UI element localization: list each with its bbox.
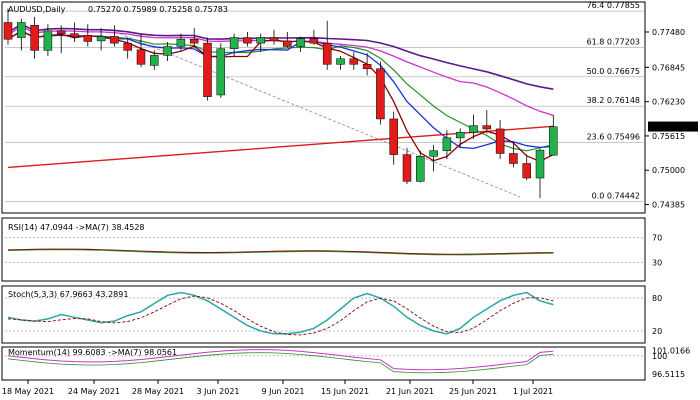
candle-body	[349, 58, 359, 65]
candle-body	[535, 149, 545, 179]
candle-body	[123, 42, 132, 51]
price-tick-label: 0.76845	[652, 63, 685, 72]
stoch-k-line	[7, 291, 554, 335]
date-tick-label: 28 May 2021	[132, 387, 184, 396]
rsi-label: RSI(14) 47.0944 ->MA(7) 38.4528	[8, 223, 145, 232]
candle-body	[376, 68, 385, 120]
fib-level-label: 23.6 0.75496	[587, 133, 640, 142]
fib-level-label: 0.0 0.74442	[592, 191, 640, 200]
candle-body	[30, 25, 39, 51]
candle-body	[216, 48, 226, 96]
rsi-ma-line	[7, 249, 554, 256]
candle-body	[549, 126, 558, 156]
candle-body	[136, 49, 146, 65]
stoch-panel	[1, 285, 646, 344]
ma-20-line	[7, 30, 554, 150]
candle-body	[309, 38, 319, 44]
date-tick-label: 21 Jun 2021	[386, 387, 434, 396]
current-price-tag	[648, 121, 698, 132]
candle-body	[83, 35, 93, 42]
momentum-label: Momentum(14) 99.6083 ->MA(7) 98.0561	[8, 348, 177, 357]
candle-body	[17, 22, 26, 38]
candle-body	[110, 36, 119, 44]
candle-body	[283, 40, 292, 47]
candle-body	[389, 118, 398, 155]
price-tick-label: 0.75000	[652, 166, 685, 175]
candle-body	[522, 163, 531, 179]
price-tick-label: 0.75615	[652, 132, 685, 141]
stoch-tick-label: 80	[652, 294, 662, 303]
symbol-header: AUDUSD,Daily	[8, 5, 66, 14]
candle-body	[203, 42, 212, 97]
momentum-ma-line	[7, 352, 554, 374]
candle-body	[482, 125, 492, 130]
candle-body	[43, 30, 53, 51]
fib-level-label: 38.2 0.76148	[587, 96, 640, 105]
candle-body	[402, 154, 412, 182]
stoch-label: Stoch(5,3,3) 67.9663 43.2891	[8, 290, 128, 299]
stoch-d-line	[7, 295, 554, 336]
candle-body	[163, 46, 172, 56]
candle-body	[70, 33, 79, 37]
momentum-panel	[1, 346, 646, 381]
date-tick-label: 9 Jun 2021	[261, 387, 304, 396]
stoch-tick-label: 20	[652, 327, 662, 336]
candle-body	[495, 128, 505, 154]
candle-body	[269, 37, 279, 42]
candle-body	[56, 30, 66, 34]
date-tick-label: 3 Jun 2021	[196, 387, 239, 396]
candle-body	[176, 38, 186, 47]
rsi-line	[7, 248, 554, 255]
price-tick-label: 0.77480	[652, 28, 685, 37]
candle-body	[96, 36, 106, 42]
current-price-label: 0.75783	[652, 123, 685, 132]
fib-level-label: 50.0 0.76675	[587, 67, 640, 76]
ma-100-line	[7, 23, 554, 90]
candle-body	[3, 22, 13, 40]
candle-body	[296, 38, 305, 47]
momentum-tick-label: 96.5115	[652, 370, 685, 379]
candle-body	[189, 38, 199, 44]
rsi-tick-label: 30	[652, 258, 662, 267]
momentum-tick-label: 100	[652, 352, 667, 361]
date-tick-label: 1 Jul 2021	[513, 387, 553, 396]
date-tick-label: 18 May 2021	[2, 387, 54, 396]
date-tick-label: 25 Jun 2021	[449, 387, 497, 396]
candle-body	[229, 37, 239, 49]
candle-body	[429, 150, 438, 157]
price-tick-label: 0.74385	[652, 200, 685, 209]
fib-level-label: 61.8 0.77203	[587, 37, 640, 46]
candle-body	[442, 137, 452, 151]
price-tick-label: 0.76230	[652, 98, 685, 107]
momentum-line	[7, 349, 554, 371]
candle-body	[256, 37, 265, 44]
candle-body	[336, 58, 345, 65]
candle-body	[243, 37, 252, 44]
fib-level-label: 76.4 0.77855	[587, 1, 640, 10]
date-tick-label: 15 Jun 2021	[321, 387, 369, 396]
candle-body	[416, 156, 425, 182]
candle-body	[150, 55, 159, 66]
candle-body	[455, 132, 465, 139]
ohlc-header: 0.75270 0.75989 0.75258 0.75783	[88, 5, 228, 14]
candle-body	[322, 42, 332, 65]
candle-body	[509, 153, 518, 164]
main-price-panel	[1, 1, 646, 214]
trendline	[119, 33, 521, 198]
candle-body	[362, 64, 372, 70]
date-tick-label: 24 May 2021	[68, 387, 120, 396]
rsi-tick-label: 70	[652, 234, 662, 243]
momentum-tick-label: 101.0166	[652, 346, 690, 355]
candle-body	[469, 125, 478, 133]
